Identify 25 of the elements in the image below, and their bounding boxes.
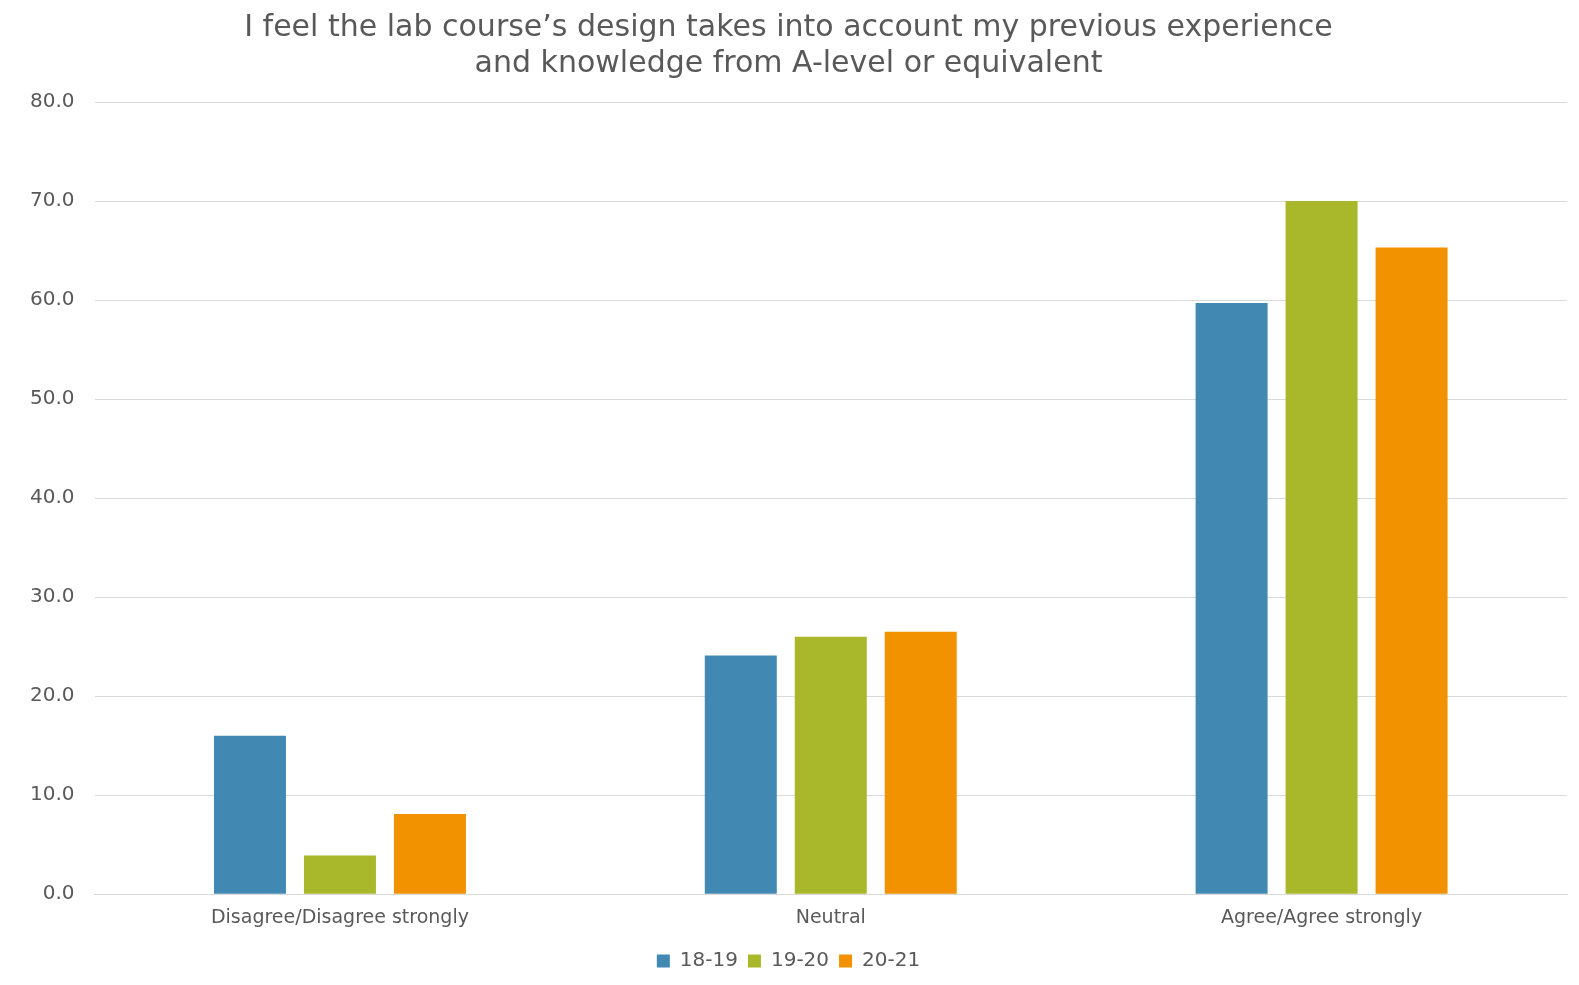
bar <box>704 655 777 894</box>
chart-title: I feel the lab course’s design takes into account my previous experience and knowledge from A-level or equivalent <box>244 7 1333 79</box>
y-tick-label: 60.0 <box>30 286 75 311</box>
legend-label: 19-20 <box>770 947 830 972</box>
bar <box>393 813 466 894</box>
legend-label: 18-19 <box>679 947 738 972</box>
x-tick-label: Neutral <box>795 904 866 927</box>
y-tick-label: 10.0 <box>30 781 75 806</box>
y-tick-label: 30.0 <box>30 583 75 608</box>
bar <box>884 631 957 894</box>
y-tick-label: 40.0 <box>30 484 75 509</box>
y-tick-label: 50.0 <box>30 385 75 410</box>
x-tick-label: Agree/Agree strongly <box>1221 904 1423 927</box>
bar <box>213 735 286 894</box>
bar <box>1195 303 1268 894</box>
legend-label: 20-21 <box>862 947 921 972</box>
bar <box>794 636 867 894</box>
bar <box>1375 247 1448 894</box>
y-tick-label: 20.0 <box>30 682 75 707</box>
y-tick-label: 0.0 <box>42 880 75 905</box>
y-tick-label: 70.0 <box>30 187 75 212</box>
x-tick-label: Disagree/Disagree strongly <box>210 904 469 927</box>
y-tick-label: 80.0 <box>30 88 75 113</box>
bar <box>1285 201 1358 894</box>
bar <box>303 855 376 894</box>
